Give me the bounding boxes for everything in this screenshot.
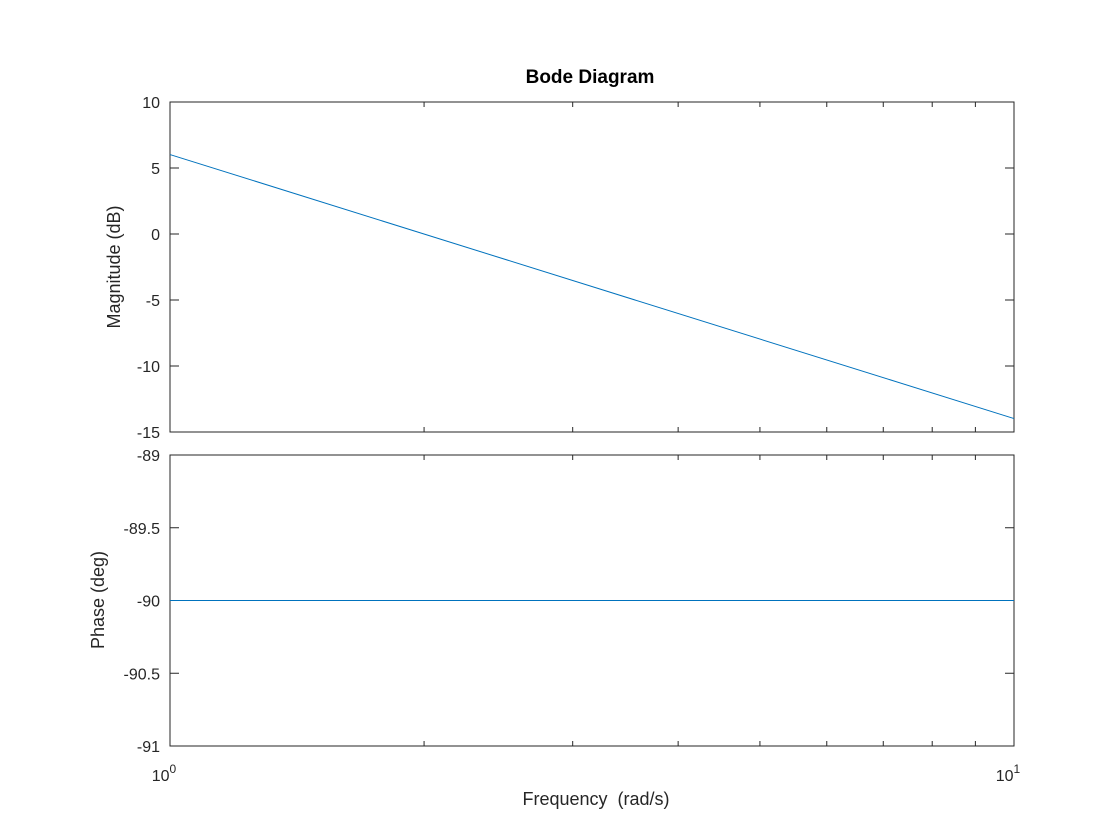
x-axis-label: Frequency (rad/s) [522,789,669,809]
phase-ytick-label-3: -90.5 [124,666,161,683]
magnitude-series-line-0 [169,154,1015,420]
magnitude-ytick-label-5: -15 [137,425,160,442]
x-tick-10-exponent: 1 [1014,762,1021,776]
phase-ylabel: Phase (deg) [88,551,108,649]
magnitude-ytick-label-3: -5 [146,293,160,310]
magnitude-axes-box [169,101,1015,433]
magnitude-lines [169,154,1015,420]
phase-panel: -89 -89.5 -90 -90.5 -91 Phase (deg) [88,448,1015,756]
magnitude-panel: 10 5 0 -5 -10 -15 Magnitude (dB) [104,95,1015,442]
x-tick-label-1: 100 [152,762,177,785]
x-tick-label-10: 101 [996,762,1021,785]
magnitude-ylabel: Magnitude (dB) [104,205,124,328]
magnitude-y-ticks: 10 5 0 -5 -10 -15 [137,95,1014,442]
magnitude-x-ticks [169,102,1015,432]
phase-ytick-label-0: -89 [137,448,160,465]
phase-x-ticks [169,455,1015,746]
phase-ytick-label-4: -91 [137,739,160,756]
phase-ytick-label-2: -90 [137,594,160,611]
magnitude-ytick-label-4: -10 [137,359,160,376]
phase-y-ticks: -89 -89.5 -90 -90.5 -91 [124,448,1014,756]
phase-ytick-label-1: -89.5 [124,521,161,538]
x-tick-1-base: 10 [152,768,170,785]
x-tick-1-exponent: 0 [170,762,177,776]
magnitude-ytick-label-1: 5 [151,161,160,178]
x-tick-10-base: 10 [996,768,1014,785]
magnitude-ytick-label-0: 10 [142,95,160,112]
magnitude-ytick-label-2: 0 [151,227,160,244]
plot-title: Bode Diagram [526,67,655,88]
